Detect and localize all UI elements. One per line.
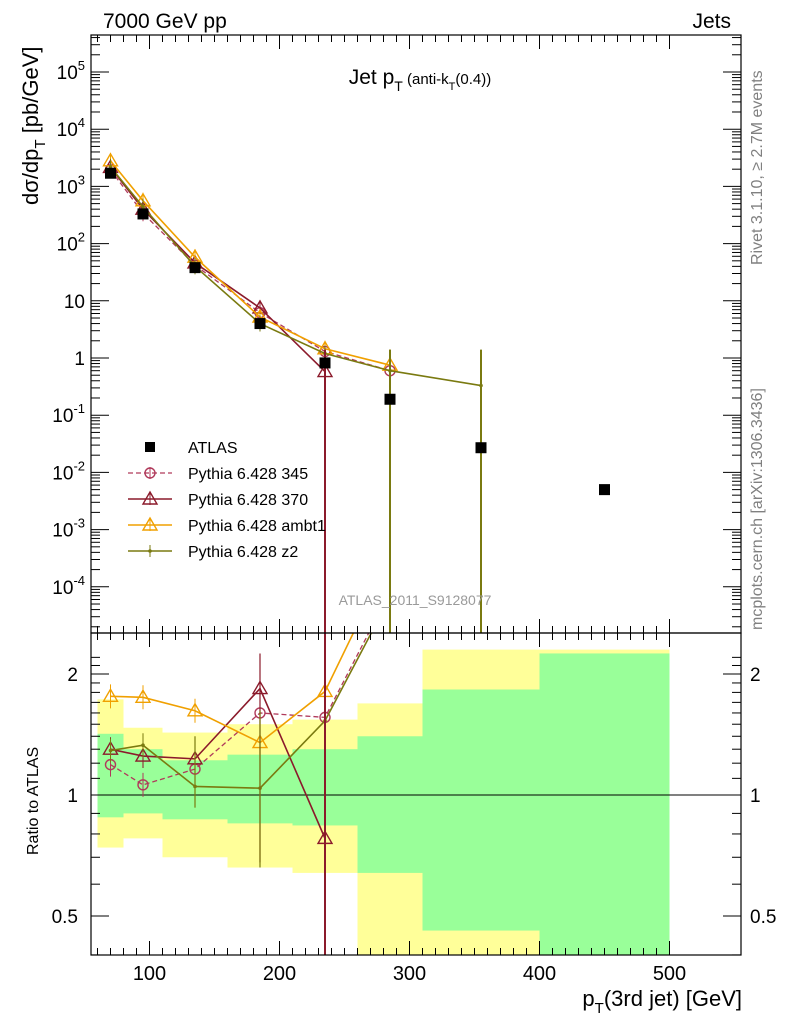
data-point-0 [105, 167, 116, 179]
x-tick-label-1: 200 [263, 963, 296, 985]
y-tick-exp: 5 [78, 58, 85, 73]
ratio-tick-label-left-2: 0.5 [52, 907, 78, 928]
ratio-tick-label-left-0: 2 [67, 665, 78, 686]
y-tick-label-9: 10-4 [52, 573, 85, 599]
legend-marker-p370 [141, 490, 159, 505]
legend: ATLAS Pythia 6.428 345 Pythia 6.428 370 Pyt… [128, 440, 326, 561]
ratio-point-ambt1-1 [134, 688, 152, 704]
mcplots-label: mcplots.cern.ch [arXiv:1306.3436] [749, 388, 766, 630]
legend-label-p345: Pythia 6.428 345 [188, 466, 308, 483]
ratio-tick-label-right-2: 0.5 [750, 907, 776, 928]
ratio-frame [90, 632, 742, 956]
data-point-2 [189, 262, 201, 274]
y-tick-base: 10 [57, 235, 78, 256]
legend-label-data: ATLAS [188, 440, 238, 457]
y-tick-base: 10 [52, 463, 73, 484]
x-axis-label: pT(3rd jet) [GeV] [582, 986, 742, 1017]
main-title: Jet pT (anti-kT(0.4)) [349, 66, 492, 94]
y-tick-exp: 3 [78, 172, 85, 187]
y-tick-base: 10 [57, 177, 78, 198]
ratio-line-z2 [110, 633, 373, 789]
point-z2-0 [108, 165, 113, 169]
y-tick-label-5: 1 [74, 349, 85, 370]
x-tick-label-3: 400 [523, 963, 556, 985]
legend-marker-data [145, 442, 155, 452]
y-tick-exp: -2 [73, 458, 85, 473]
main-ylabel: dσ/dpT [pb/GeV] [18, 46, 49, 205]
ratio-point-ambt1-2 [186, 702, 204, 717]
band-inner-6 [422, 689, 540, 931]
y-tick-exp: 2 [78, 230, 85, 245]
header-right: Jets [692, 10, 731, 33]
header-left: 7000 GeV pp [103, 10, 227, 33]
ratio-point-p370-1 [134, 747, 152, 762]
legend-marker-z2 [148, 549, 152, 553]
ratio-point-z2-0 [108, 748, 113, 753]
x-tick-label-0: 100 [133, 963, 166, 985]
y-tick-exp: -1 [73, 401, 85, 416]
y-tick-label-3: 102 [57, 230, 85, 256]
y-tick-exp: -3 [73, 516, 85, 531]
data-point-1 [137, 208, 149, 220]
ratio-bands [97, 649, 670, 955]
ratio-ylabel: Ratio to ATLAS [25, 747, 42, 855]
y-tick-base: 10 [52, 521, 73, 542]
y-tick-base: 10 [52, 578, 73, 599]
y-tick-base: 10 [57, 63, 78, 84]
data-point-7 [599, 484, 610, 496]
ratio-line-ambt1 [110, 633, 355, 744]
line-p345 [109, 169, 391, 372]
x-tick-label-2: 300 [393, 963, 426, 985]
data-point-3 [254, 318, 266, 330]
y-tick-label-0: 105 [57, 58, 85, 84]
line-ambt1 [109, 160, 391, 366]
ratio-point-z2-1 [141, 743, 145, 748]
y-tick-exp: -4 [73, 573, 85, 588]
y-tick-label-4: 10 [64, 292, 85, 313]
ratio-line-p345 [110, 633, 370, 786]
legend-label-z2: Pythia 6.428 z2 [188, 544, 298, 561]
y-tick-base: 10 [57, 120, 78, 141]
y-tick-label-6: 10-1 [52, 401, 85, 427]
analysis-id: ATLAS_2011_S9128077 [339, 592, 492, 608]
line-z2 [109, 166, 482, 387]
band-inner-5 [357, 736, 423, 873]
y-tick-base: 10 [52, 406, 73, 427]
ratio-point-p345-1 [137, 779, 149, 791]
data-point-6 [475, 442, 487, 454]
data-point-4 [319, 357, 331, 369]
y-tick-label-7: 10-2 [52, 458, 85, 484]
band-inner-7 [539, 653, 670, 955]
y-tick-exp: 4 [78, 115, 85, 130]
ratio-point-ambt1-0 [102, 687, 119, 703]
legend-label-p370: Pythia 6.428 370 [188, 492, 308, 509]
legend-marker-p345 [144, 467, 156, 479]
ratio-tick-label-right-1: 1 [750, 786, 761, 807]
y-tick-label-2: 103 [57, 172, 85, 198]
main-plot-area [102, 152, 610, 633]
point-z2-1 [141, 204, 145, 209]
rivet-label: Rivet 3.1.10, ≥ 2.7M events [749, 70, 766, 265]
data-point-5 [384, 393, 396, 405]
ratio-plot-area [91, 633, 741, 955]
ratio-tick-label-right-0: 2 [750, 665, 761, 686]
legend-label-ambt1: Pythia 6.428 ambt1 [188, 518, 326, 535]
x-tick-label-4: 500 [653, 963, 686, 985]
y-tick-label-8: 10-3 [52, 516, 85, 542]
legend-marker-ambt1 [141, 516, 159, 531]
ratio-tick-label-left-1: 1 [67, 786, 78, 807]
y-tick-label-1: 104 [57, 115, 85, 141]
axes: 100 200 300 400 50010510410310210110-110-210… [52, 34, 776, 985]
